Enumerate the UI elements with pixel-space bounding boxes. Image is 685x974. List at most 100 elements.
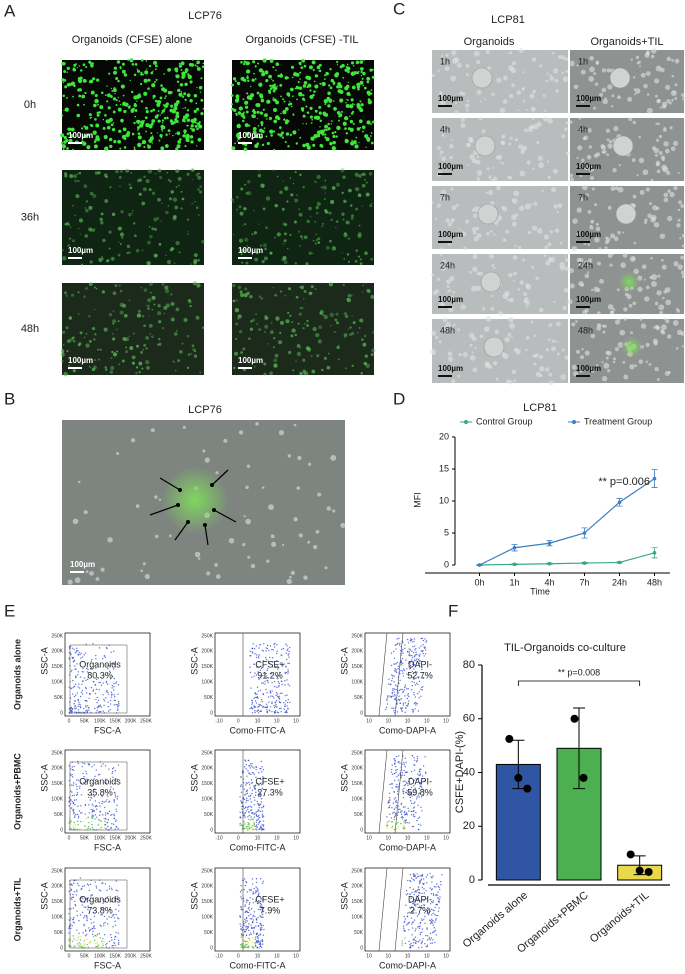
cell (117, 226, 122, 231)
organoid (471, 67, 493, 89)
event (404, 806, 406, 808)
cell (187, 298, 191, 302)
cell (261, 72, 266, 77)
event (287, 698, 289, 701)
cell (72, 67, 76, 70)
cell (83, 134, 87, 138)
cell (194, 200, 196, 203)
event (410, 942, 412, 945)
cell (61, 348, 63, 350)
event (258, 814, 260, 817)
cell (134, 234, 137, 238)
cell (254, 78, 257, 80)
event (247, 942, 249, 944)
cell (323, 314, 328, 320)
event (288, 662, 291, 664)
cell (656, 290, 662, 296)
cell (487, 65, 492, 70)
event (395, 799, 397, 802)
cell (196, 127, 199, 131)
event (105, 691, 108, 693)
cell (111, 212, 116, 217)
cell (450, 75, 457, 82)
cell (471, 351, 474, 354)
event (411, 755, 413, 757)
cell (133, 222, 136, 225)
cell (445, 321, 452, 328)
cell (189, 127, 192, 130)
cell (232, 77, 237, 81)
x-tick-label: 100K (94, 953, 106, 959)
cell (363, 59, 365, 62)
event (248, 911, 250, 914)
cell (659, 310, 663, 315)
cell (666, 334, 672, 339)
event (409, 887, 411, 889)
y-tick-label: 250K (201, 633, 213, 639)
event (273, 646, 276, 648)
column-header: Organoids (CFSE) -TIL (245, 34, 358, 46)
event (68, 765, 70, 767)
event (278, 707, 281, 710)
event (432, 939, 434, 941)
event (71, 769, 74, 771)
cell (582, 310, 588, 316)
event (397, 642, 399, 645)
event (261, 810, 264, 812)
scale-label: 100µm (238, 246, 263, 255)
event (394, 765, 397, 768)
cell (571, 322, 576, 327)
event (71, 647, 74, 649)
event (268, 649, 270, 652)
arrow-head (178, 488, 182, 492)
cell (334, 147, 337, 150)
event (413, 694, 415, 696)
cell (266, 141, 270, 146)
cell (275, 69, 277, 71)
cell (110, 256, 115, 261)
cell (193, 117, 197, 122)
event (424, 653, 427, 655)
scale-label: 100µm (238, 356, 263, 365)
event (102, 682, 105, 684)
event (422, 639, 424, 642)
cell (576, 207, 582, 213)
event (95, 678, 98, 681)
event (423, 918, 425, 921)
cell (609, 310, 614, 315)
cell (294, 333, 298, 337)
cell (253, 231, 258, 235)
event (73, 944, 75, 946)
cell (655, 325, 661, 331)
cell (71, 336, 75, 340)
event (245, 899, 248, 901)
cell (534, 353, 539, 358)
gate-percent: 73.8% (87, 905, 113, 915)
event (266, 691, 268, 694)
cell (364, 354, 368, 358)
event (80, 805, 82, 807)
event (285, 699, 287, 702)
event (421, 668, 423, 671)
cell (502, 293, 509, 300)
cell (186, 366, 190, 370)
cell (149, 282, 153, 286)
event (251, 712, 254, 714)
column-header: Organoids+TIL (590, 36, 663, 48)
gate-percent: 91.2% (257, 670, 283, 680)
cell (544, 245, 549, 250)
event (95, 885, 97, 887)
event (251, 806, 253, 808)
cell (343, 116, 349, 121)
cell (112, 352, 118, 357)
event (108, 888, 111, 890)
event (253, 828, 256, 831)
cell (92, 193, 97, 198)
cell (153, 217, 158, 222)
cell (80, 127, 84, 130)
event (113, 782, 116, 785)
event (394, 812, 397, 815)
cell (184, 70, 188, 74)
cell (113, 140, 117, 144)
x-tick-label: 0 (68, 953, 71, 959)
